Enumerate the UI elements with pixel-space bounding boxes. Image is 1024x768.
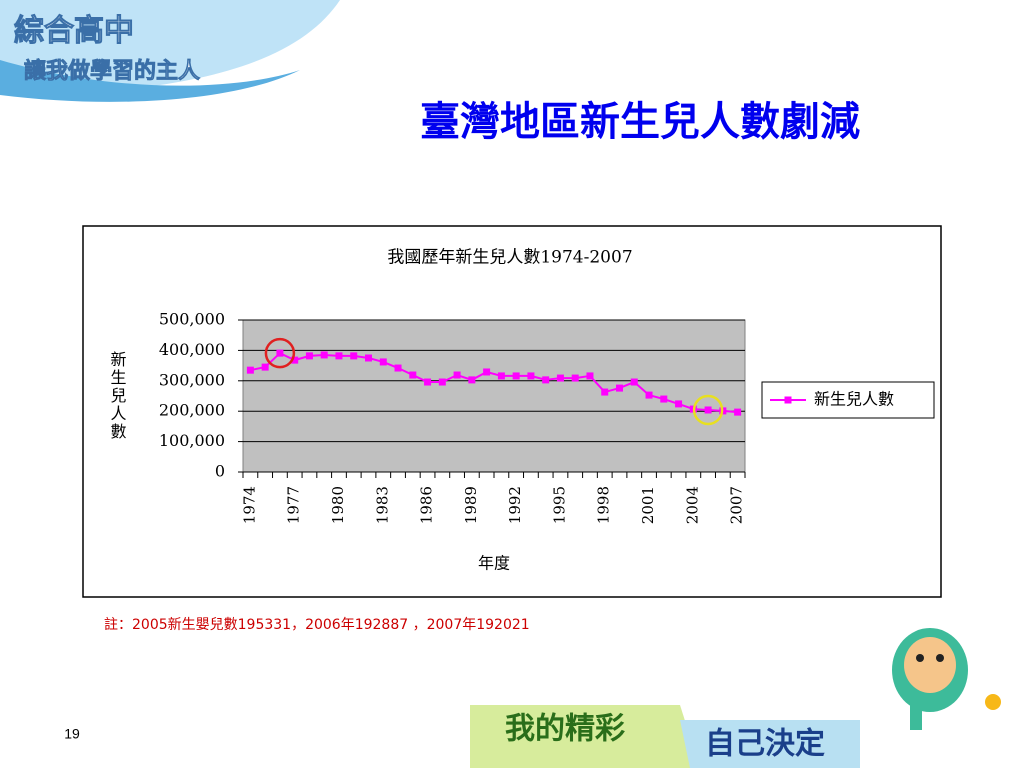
point <box>291 356 299 364</box>
x-tick-label: 2001 <box>639 486 657 524</box>
point <box>438 378 446 386</box>
header-swoosh <box>0 0 340 95</box>
x-tick-label: 1986 <box>418 486 436 524</box>
point <box>645 391 653 399</box>
page-number: 19 <box>64 726 80 742</box>
point <box>246 366 254 374</box>
point <box>305 352 313 360</box>
point <box>586 372 594 380</box>
point <box>424 378 432 386</box>
point <box>335 352 343 360</box>
y-tick-label: 0 <box>215 462 225 481</box>
mascot-face <box>904 637 956 693</box>
point <box>734 408 742 416</box>
note: 註：2005新生嬰兒數195331，2006年192887 ，2007年1920… <box>104 617 530 633</box>
point <box>379 358 387 366</box>
series-line <box>250 351 738 414</box>
point <box>453 371 461 379</box>
slide-title: 臺灣地區新生兒人數劇減 <box>420 98 860 145</box>
footer-left: 我的精彩 <box>505 712 625 747</box>
point <box>350 352 358 360</box>
point <box>571 374 579 382</box>
point <box>616 384 623 392</box>
slogan: 讓我做學習的主人 <box>24 58 200 84</box>
x-tick-label: 2004 <box>683 486 701 524</box>
point <box>365 354 372 362</box>
y-axis-title: 新生兒人數 <box>108 351 127 441</box>
legend-marker <box>784 396 792 404</box>
footer-band <box>470 705 700 768</box>
point <box>542 376 550 384</box>
point <box>601 388 609 396</box>
x-tick-label: 1977 <box>285 486 303 524</box>
footer-right: 自己決定 <box>705 727 825 762</box>
point <box>394 364 402 372</box>
point <box>468 376 476 384</box>
highlight-circle <box>692 394 724 426</box>
point <box>660 395 668 403</box>
highlight-circle <box>264 337 296 369</box>
plot-area <box>242 319 746 473</box>
point <box>483 368 491 376</box>
y-tick-label: 300,000 <box>159 370 225 389</box>
mascot-leg <box>910 705 922 730</box>
chart-title: 我國歷年新生兒人數1974-2007 <box>387 248 632 268</box>
point <box>704 406 712 414</box>
plot: 0 100,000 200,000 300,000 400,000 500,000 1974… <box>159 310 935 524</box>
brand: 綜合高中 <box>14 14 134 49</box>
point <box>409 371 417 379</box>
point <box>261 363 269 371</box>
x-tick-label: 1995 <box>550 486 568 524</box>
x-tick-label: 1989 <box>462 486 480 524</box>
y-tick-label: 200,000 <box>159 401 225 420</box>
point <box>497 372 505 380</box>
point <box>675 400 683 408</box>
x-axis-title: 年度 <box>478 554 510 573</box>
point <box>556 374 564 382</box>
mascot-eye <box>936 654 944 662</box>
x-tick-label: 1980 <box>329 486 347 524</box>
point <box>630 378 638 386</box>
mascot-ball <box>985 694 1001 710</box>
mascot-eye <box>916 654 924 662</box>
legend-label: 新生兒人數 <box>814 390 894 409</box>
x-tick-label: 1974 <box>240 486 258 524</box>
footer-band-blue <box>680 720 860 768</box>
header-swoosh-dark <box>0 60 300 102</box>
point <box>276 349 284 357</box>
y-tick-label: 500,000 <box>159 310 225 329</box>
point <box>320 351 328 359</box>
x-tick-label: 1992 <box>506 486 524 524</box>
y-tick-label: 400,000 <box>159 340 225 359</box>
point <box>527 372 535 380</box>
x-tick-label: 1998 <box>595 486 613 524</box>
y-tick-label: 100,000 <box>159 431 225 450</box>
x-tick-label: 1983 <box>373 486 391 524</box>
x-tick-label: 2007 <box>728 486 746 524</box>
point <box>512 372 520 380</box>
